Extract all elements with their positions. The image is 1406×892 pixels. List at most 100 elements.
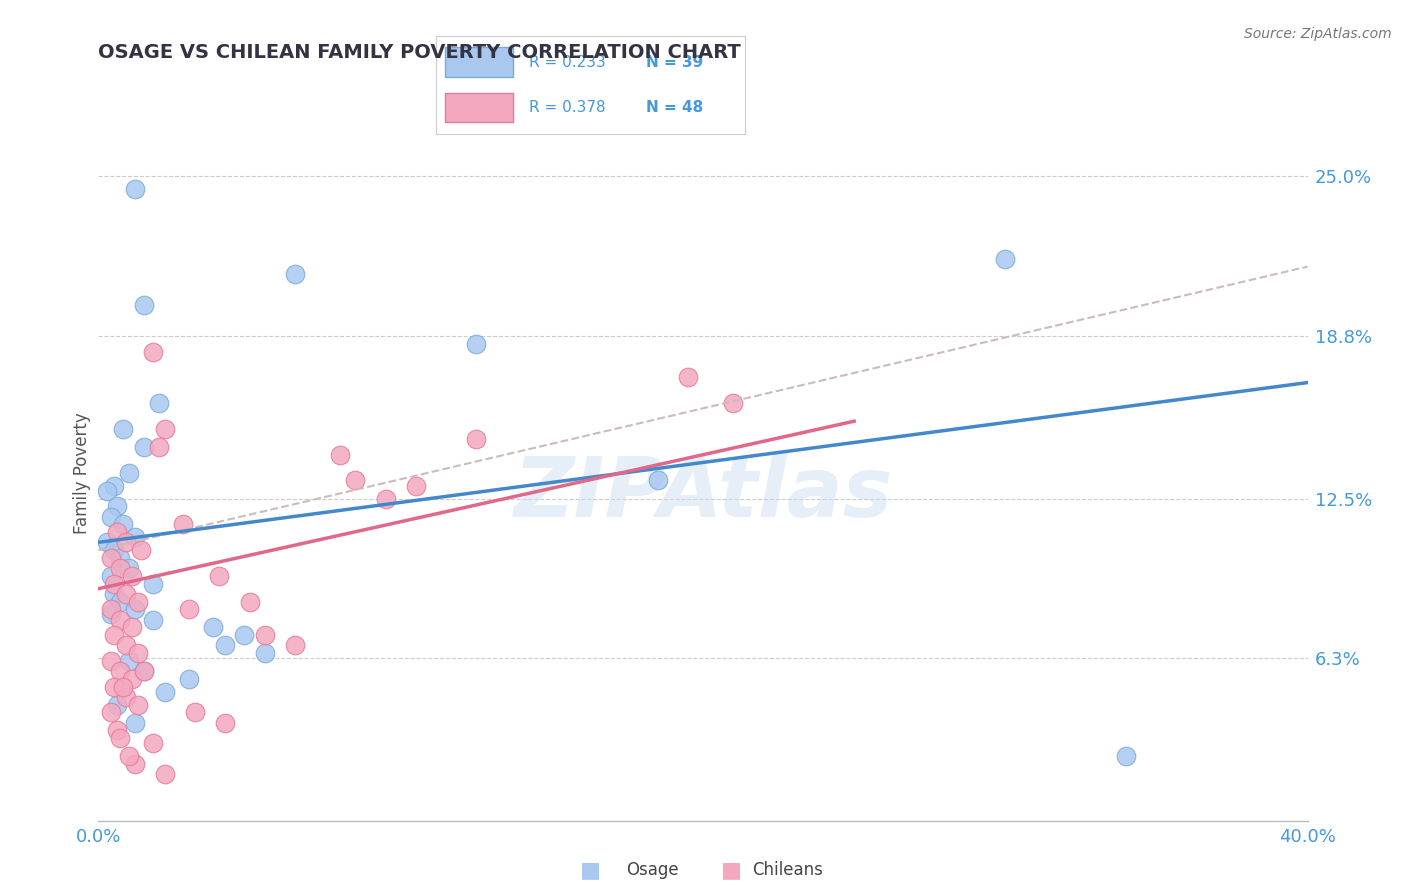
Point — [114, 690, 136, 704]
Point — [124, 715, 146, 730]
Point — [121, 672, 143, 686]
Point — [121, 569, 143, 583]
Point — [132, 440, 155, 454]
Point — [108, 561, 131, 575]
Point — [103, 680, 125, 694]
Point — [329, 448, 352, 462]
Point — [118, 749, 141, 764]
Point — [179, 672, 201, 686]
Point — [232, 628, 254, 642]
Point — [114, 639, 136, 653]
Text: ■: ■ — [581, 860, 600, 880]
Point — [111, 517, 134, 532]
Point — [118, 466, 141, 480]
Point — [172, 517, 194, 532]
Point — [103, 576, 125, 591]
Point — [118, 654, 141, 668]
Point — [153, 422, 176, 436]
Point — [1115, 749, 1137, 764]
Point — [127, 646, 149, 660]
Point — [100, 550, 122, 565]
Point — [142, 613, 165, 627]
Text: ■: ■ — [721, 860, 741, 880]
Point — [103, 628, 125, 642]
Y-axis label: Family Poverty: Family Poverty — [73, 412, 91, 533]
Point — [111, 680, 134, 694]
Point — [184, 706, 207, 720]
Point — [114, 535, 136, 549]
Point — [100, 607, 122, 622]
Point — [124, 756, 146, 771]
Point — [124, 602, 146, 616]
Point — [124, 530, 146, 544]
Point — [179, 602, 201, 616]
FancyBboxPatch shape — [446, 93, 513, 122]
Point — [105, 698, 128, 712]
Point — [132, 664, 155, 678]
Point — [132, 298, 155, 312]
Point — [108, 594, 131, 608]
Point — [214, 639, 236, 653]
Point — [108, 613, 131, 627]
Point — [105, 524, 128, 539]
Point — [124, 182, 146, 196]
Text: ZIPAtlas: ZIPAtlas — [513, 453, 893, 534]
Point — [127, 698, 149, 712]
Point — [111, 422, 134, 436]
Point — [100, 509, 122, 524]
Point — [465, 337, 488, 351]
Point — [103, 478, 125, 492]
Point — [129, 543, 152, 558]
Point — [127, 594, 149, 608]
Point — [344, 474, 367, 488]
Text: Chileans: Chileans — [752, 861, 823, 879]
Point — [374, 491, 396, 506]
Point — [100, 706, 122, 720]
Text: R = 0.233: R = 0.233 — [529, 54, 606, 70]
Point — [465, 432, 488, 446]
Point — [108, 731, 131, 746]
Point — [153, 685, 176, 699]
Point — [142, 576, 165, 591]
Point — [214, 715, 236, 730]
Text: N = 39: N = 39 — [647, 54, 703, 70]
Point — [208, 569, 231, 583]
Point — [103, 587, 125, 601]
Point — [132, 664, 155, 678]
Point — [202, 620, 225, 634]
Point — [121, 620, 143, 634]
Point — [239, 594, 262, 608]
Point — [676, 370, 699, 384]
Text: Source: ZipAtlas.com: Source: ZipAtlas.com — [1244, 27, 1392, 41]
Point — [994, 252, 1017, 266]
Point — [253, 646, 276, 660]
Point — [96, 483, 118, 498]
Point — [105, 723, 128, 738]
Point — [118, 561, 141, 575]
Point — [647, 474, 669, 488]
Text: R = 0.378: R = 0.378 — [529, 100, 605, 115]
Point — [153, 767, 176, 781]
Point — [253, 628, 276, 642]
Point — [114, 587, 136, 601]
Point — [723, 396, 745, 410]
Point — [284, 639, 307, 653]
Point — [103, 543, 125, 558]
Point — [100, 654, 122, 668]
Point — [148, 396, 170, 410]
Point — [142, 736, 165, 750]
Point — [108, 664, 131, 678]
Point — [100, 602, 122, 616]
Point — [284, 268, 307, 282]
Point — [96, 535, 118, 549]
Text: N = 48: N = 48 — [647, 100, 703, 115]
Point — [105, 500, 128, 514]
Point — [148, 440, 170, 454]
Point — [405, 478, 427, 492]
Point — [142, 344, 165, 359]
Text: OSAGE VS CHILEAN FAMILY POVERTY CORRELATION CHART: OSAGE VS CHILEAN FAMILY POVERTY CORRELAT… — [98, 44, 741, 62]
Point — [108, 550, 131, 565]
Point — [100, 569, 122, 583]
FancyBboxPatch shape — [446, 47, 513, 77]
Text: Osage: Osage — [626, 861, 678, 879]
